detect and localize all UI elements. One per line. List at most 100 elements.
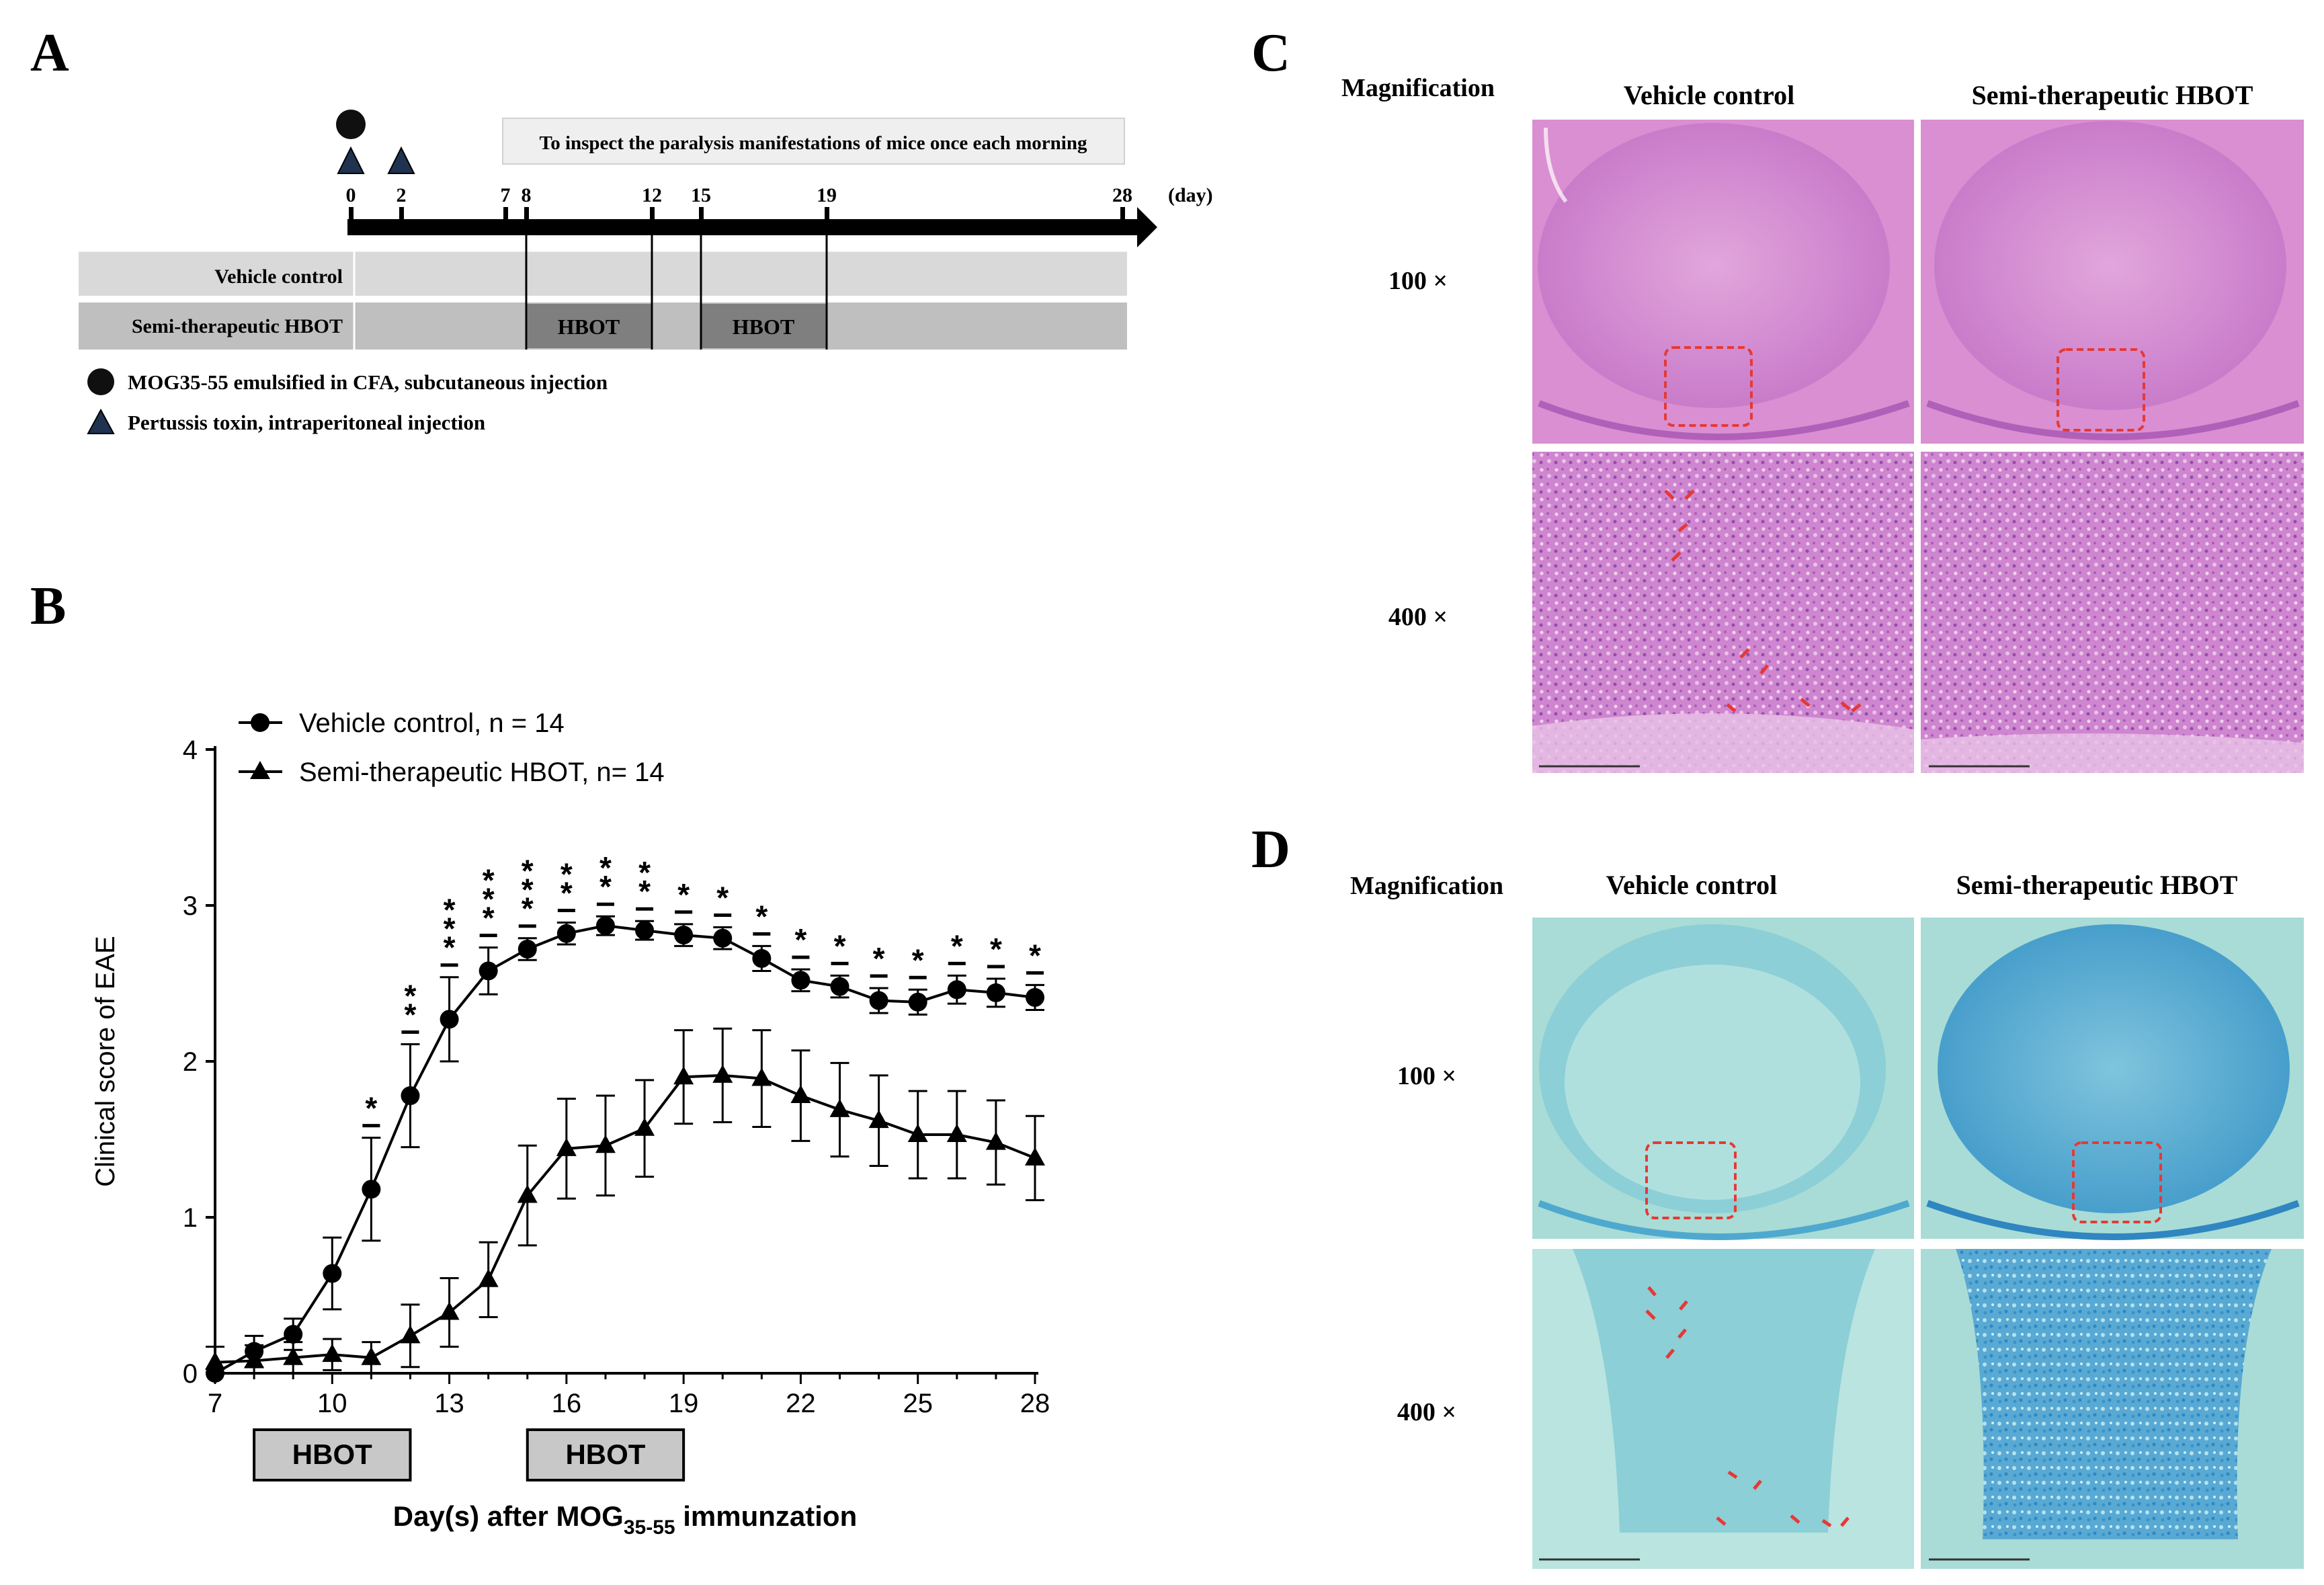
hbot-data-point [517, 1184, 538, 1203]
x-tick-label: 19 [669, 1389, 699, 1418]
hbot-data-point [595, 1135, 616, 1153]
timeline-day-label: 12 [642, 184, 662, 206]
lesion-arrows [1645, 1286, 1850, 1528]
y-tick-label: 4 [183, 735, 198, 765]
significance-label: * [834, 928, 846, 963]
significance-star: * [444, 930, 456, 965]
x-tick-label: 28 [1020, 1389, 1050, 1418]
x-axis-label-subscript: 35-55 [624, 1516, 675, 1539]
vehicle-data-point [947, 980, 966, 1000]
significance-star: * [599, 850, 612, 885]
hbot-data-point [361, 1346, 382, 1365]
vehicle-data-point [752, 948, 772, 968]
legend-vehicle-label: Vehicle control, n = 14 [299, 708, 565, 738]
vehicle-data-point [362, 1180, 381, 1199]
significance-star: * [444, 893, 456, 928]
x-tick-label: 7 [208, 1389, 222, 1418]
timeline-day-labels: 0 2 7 8 12 15 19 28 (day) [346, 184, 1213, 206]
pertussis-injection-day2-marker [387, 146, 415, 174]
y-tick-label: 0 [183, 1359, 198, 1389]
legend-hbot-marker [250, 761, 270, 779]
significance-star: * [561, 857, 573, 892]
vehicle-data-point [401, 1086, 420, 1106]
significance-star: * [561, 876, 573, 911]
significance-star: * [638, 874, 651, 909]
roi-box [2072, 1141, 2162, 1223]
vehicle-data-point [791, 971, 811, 990]
lfb-100x-hbot-image [1921, 918, 2304, 1240]
hbot-window-label: HBOT [292, 1438, 372, 1470]
schedule-table: Vehicle control Semi-therapeutic HBOT HB… [79, 229, 1127, 350]
panel-d: D Magnification Vehicle control Semi-the… [1251, 820, 2304, 1569]
significance-label: * [873, 941, 885, 976]
hbot-data-point [634, 1117, 655, 1136]
mog-injection-marker [336, 110, 366, 139]
inspection-note: To inspect the paralysis manifestations … [540, 132, 1087, 154]
hbot-data-point [868, 1110, 889, 1129]
timeline-day-label: 0 [346, 184, 356, 206]
y-tick-label: 3 [183, 891, 198, 921]
hbot-block-label: HBOT [733, 315, 794, 339]
lfb-400x-vehicle-image [1532, 1249, 1914, 1569]
significance-label: * [365, 1091, 377, 1126]
significance-star: * [522, 872, 534, 907]
y-tick-label: 1 [183, 1203, 198, 1233]
y-tick-label: 2 [183, 1047, 198, 1077]
panel-d-row-400x: 400 × [1397, 1398, 1456, 1426]
hbot-row-label: Semi-therapeutic HBOT [132, 315, 343, 337]
significance-label: * [716, 880, 729, 915]
significance-star: * [405, 997, 417, 1032]
significance-label: * [951, 928, 963, 963]
he-100x-vehicle-image [1532, 120, 1914, 444]
timeline-arrow [347, 207, 1157, 247]
x-tick-label: 16 [552, 1389, 582, 1418]
panel-letter-c: C [1251, 24, 1290, 83]
vehicle-data-point [556, 924, 576, 943]
vehicle-data-point [986, 983, 1005, 1002]
panel-d-row-100x: 100 × [1397, 1062, 1456, 1090]
significance-label: * [990, 932, 1002, 967]
vehicle-data-point [440, 1010, 459, 1029]
hbot-window-label: HBOT [565, 1438, 645, 1470]
he-400x-vehicle-image [1532, 452, 1914, 773]
timeline-day-label: 28 [1112, 184, 1132, 206]
hbot-data-point [1025, 1147, 1045, 1166]
hbot-window-box [526, 1428, 686, 1481]
significance-label: * [1029, 938, 1041, 973]
x-tick-label: 25 [903, 1389, 933, 1418]
significance-star: * [483, 901, 495, 936]
timeline-day-label: 19 [817, 184, 837, 206]
vehicle-data-point [869, 991, 888, 1010]
lesion-arrows [1664, 489, 1862, 713]
roi-box [2057, 348, 2145, 432]
significance-label: * * * [483, 863, 495, 936]
legend-hbot-label: Semi-therapeutic HBOT, n= 14 [299, 758, 665, 787]
x-axis-label-main: Day(s) after MOG [393, 1500, 624, 1532]
significance-label: * * [638, 855, 651, 909]
vehicle-data-point [595, 916, 615, 936]
x-axis-label: Day(s) after MOG35-55 immunzation [393, 1500, 857, 1539]
lfb-400x-hbot-image [1921, 1249, 2304, 1569]
x-tick-label: 13 [434, 1389, 464, 1418]
inspection-note-box: To inspect the paralysis manifestations … [502, 118, 1125, 165]
significance-star: * [405, 978, 417, 1013]
hbot-data-point [790, 1085, 811, 1104]
panel-d-hbot-header: Semi-therapeutic HBOT [1956, 870, 2238, 900]
roi-box [1664, 346, 1753, 427]
timeline-day-label: 15 [691, 184, 711, 206]
hbot-data-point [673, 1066, 694, 1085]
hbot-block-2 [701, 304, 827, 348]
mog-legend-marker [87, 368, 114, 395]
x-tick-label: 10 [317, 1389, 347, 1418]
significance-label: * * [405, 978, 417, 1032]
panel-letter-d: D [1251, 820, 1290, 879]
panel-c-hbot-header: Semi-therapeutic HBOT [1972, 80, 2253, 110]
panel-c-row-100x: 100 × [1388, 267, 1448, 295]
x-tick-label: 22 [786, 1389, 816, 1418]
vehicle-data-point [1026, 987, 1044, 1007]
x-axis-label-suffix: immunzation [675, 1500, 858, 1532]
significance-star: * [638, 855, 651, 890]
hbot-data-point [946, 1124, 967, 1143]
timeline-day-label: 7 [501, 184, 511, 206]
